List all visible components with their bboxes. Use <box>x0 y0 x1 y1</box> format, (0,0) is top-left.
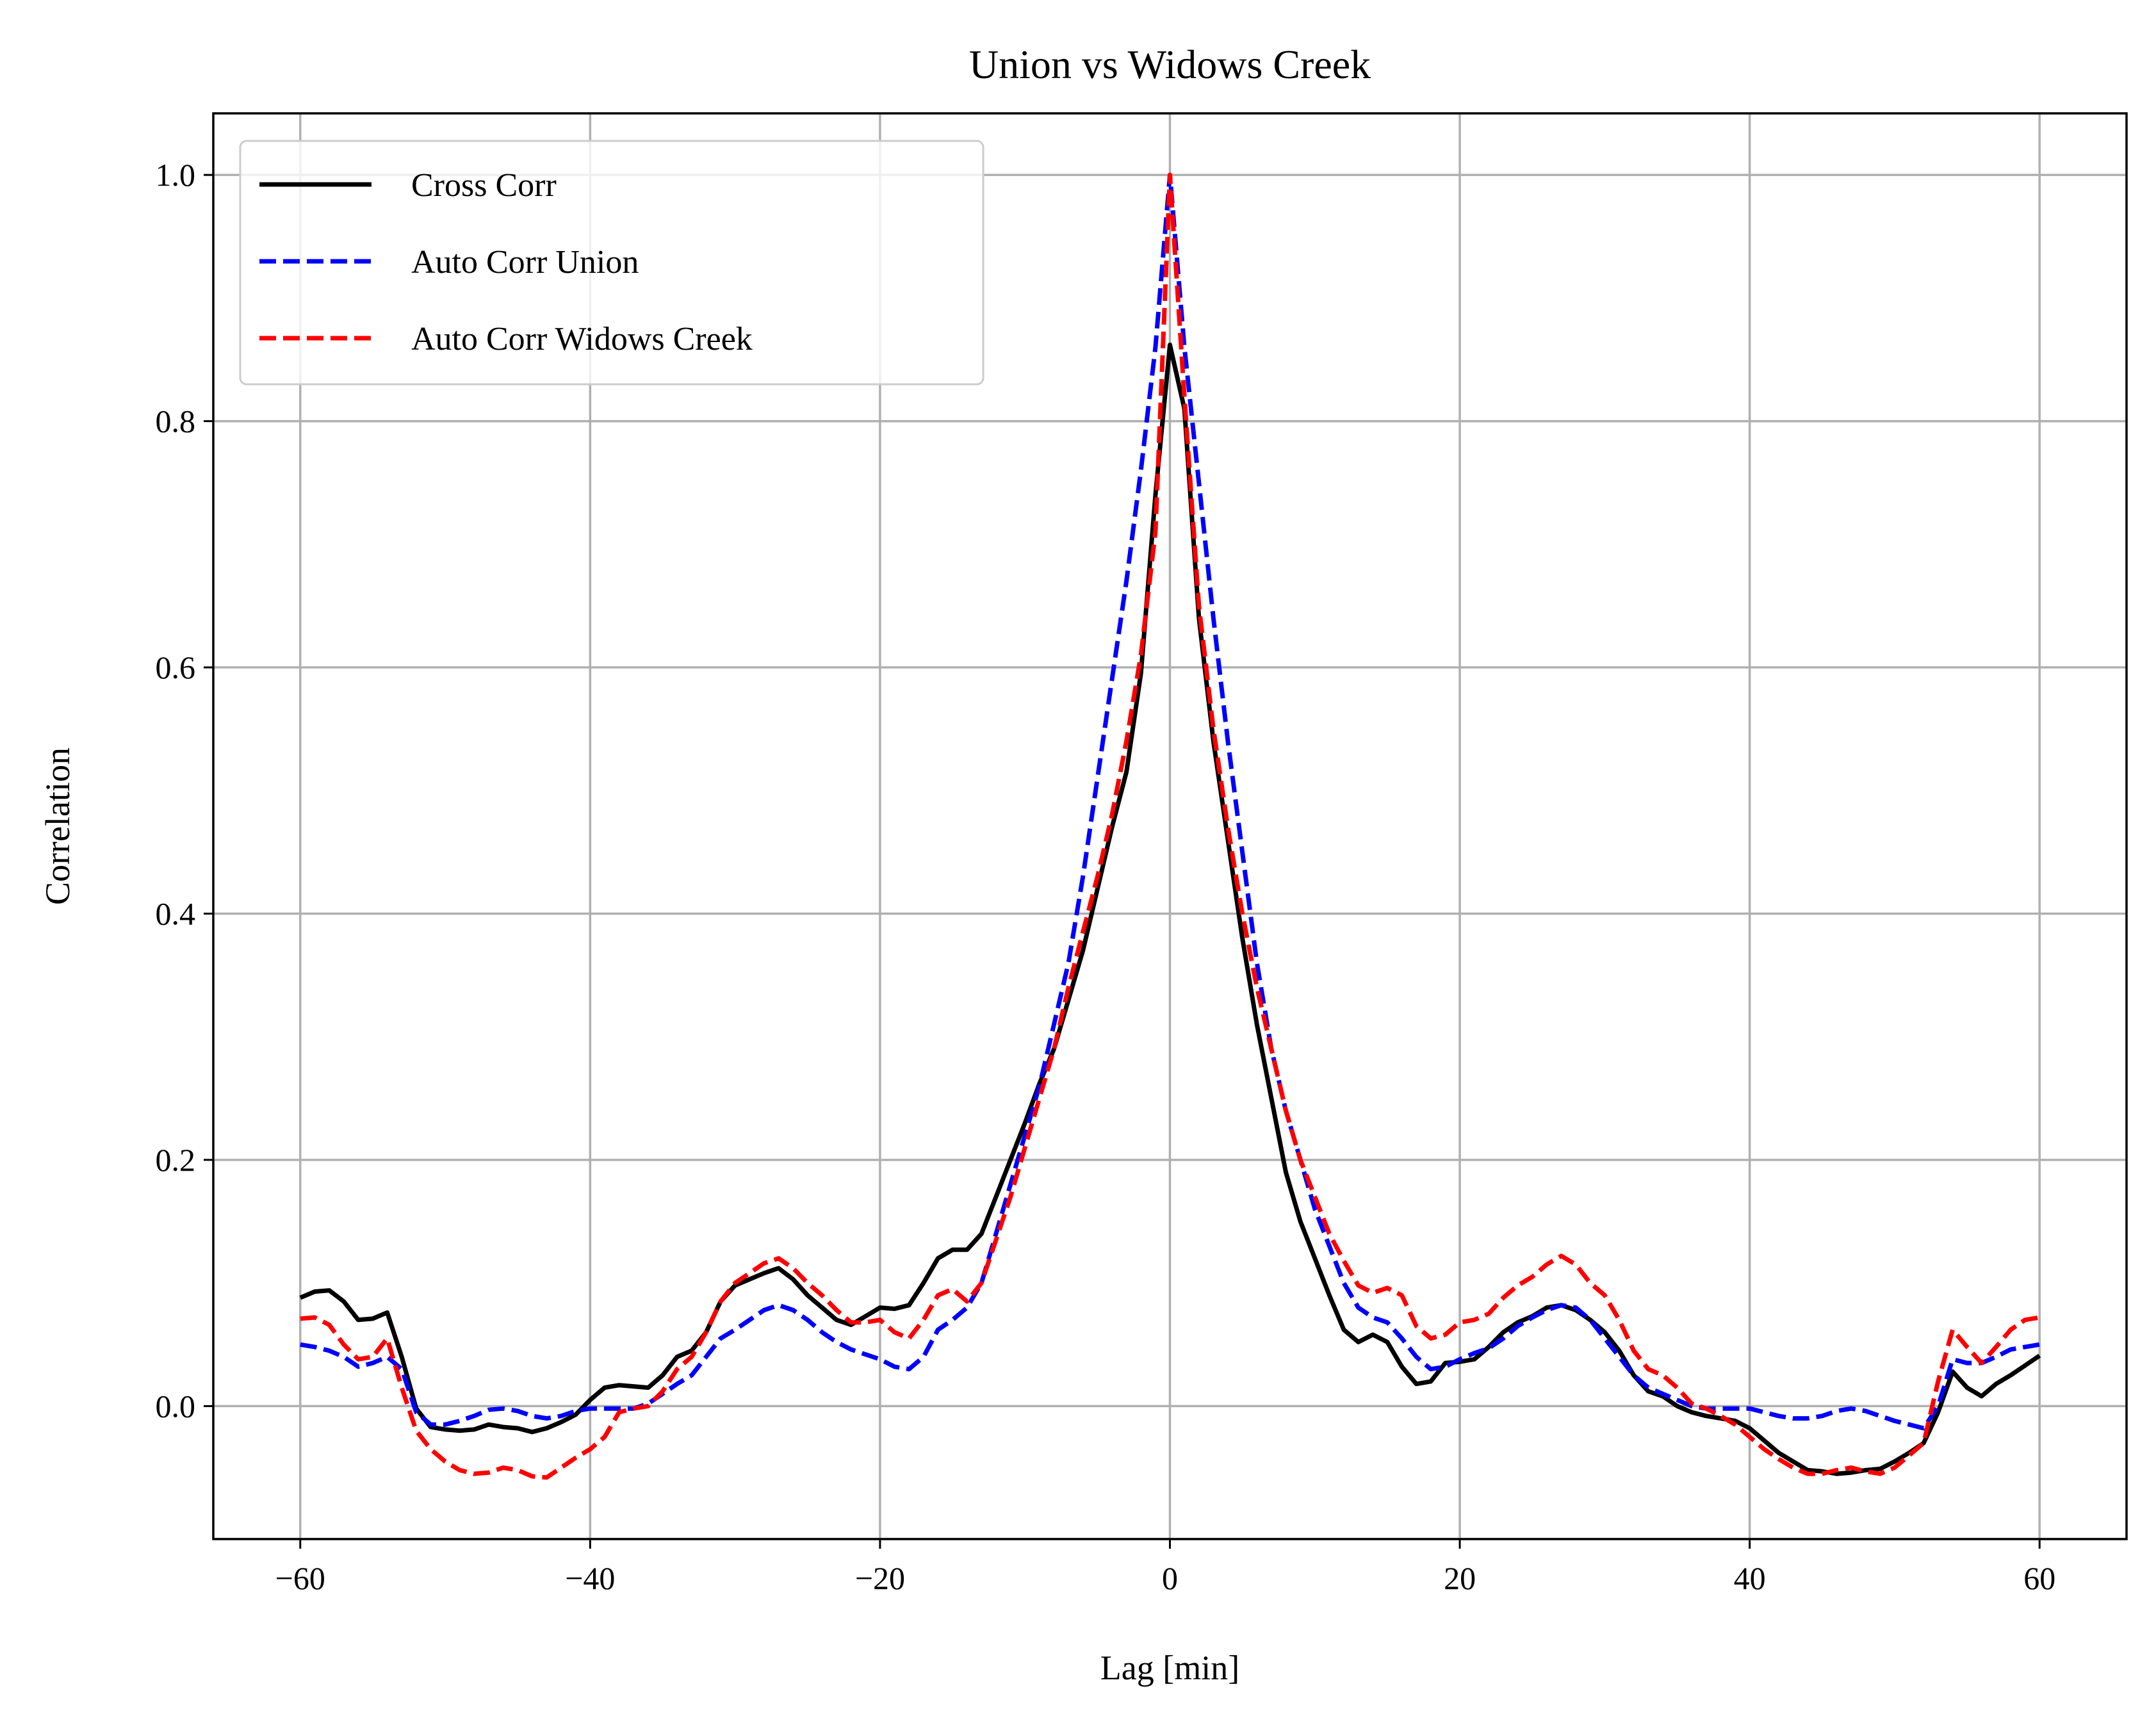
y-tick-label: 0.2 <box>156 1142 196 1178</box>
axis-ticks: −60 −40 −20 0 20 40 60 0.0 0.2 0.4 0.6 0.8 1.0 <box>156 157 2056 1596</box>
series-lines <box>299 172 2041 1480</box>
x-tick-label: 40 <box>1734 1560 1766 1596</box>
x-tick-label: 60 <box>2023 1560 2055 1596</box>
legend-label: Auto Corr Union <box>411 244 639 281</box>
y-tick-label: 1.0 <box>156 157 196 193</box>
x-tick-label: −60 <box>275 1560 325 1596</box>
series-line-1 <box>299 342 2041 1476</box>
y-tick-label: 0.8 <box>156 403 196 439</box>
chart-title: Union vs Widows Creek <box>969 42 1371 87</box>
legend: Cross Corr Auto Corr Union Auto Corr Widow… <box>239 140 984 386</box>
x-tick-label: 0 <box>1162 1560 1178 1596</box>
x-tick-label: −20 <box>855 1560 905 1596</box>
y-tick-label: 0.6 <box>156 649 196 685</box>
legend-box <box>239 140 984 386</box>
legend-entries: Cross Corr Auto Corr Union Auto Corr Widow… <box>259 167 753 357</box>
y-axis-label: Correlation <box>38 747 77 905</box>
x-axis-label: Lag [min] <box>1100 1649 1239 1687</box>
x-tick-label: 20 <box>1444 1560 1476 1596</box>
legend-label: Auto Corr Widows Creek <box>411 321 753 357</box>
series-line-3 <box>300 172 2040 1480</box>
y-tick-label: 0.4 <box>156 895 196 931</box>
x-tick-label: −40 <box>565 1560 615 1596</box>
plot-frame <box>212 112 2128 1540</box>
legend-label: Cross Corr <box>411 167 557 204</box>
y-tick-label: 0.0 <box>156 1388 196 1424</box>
